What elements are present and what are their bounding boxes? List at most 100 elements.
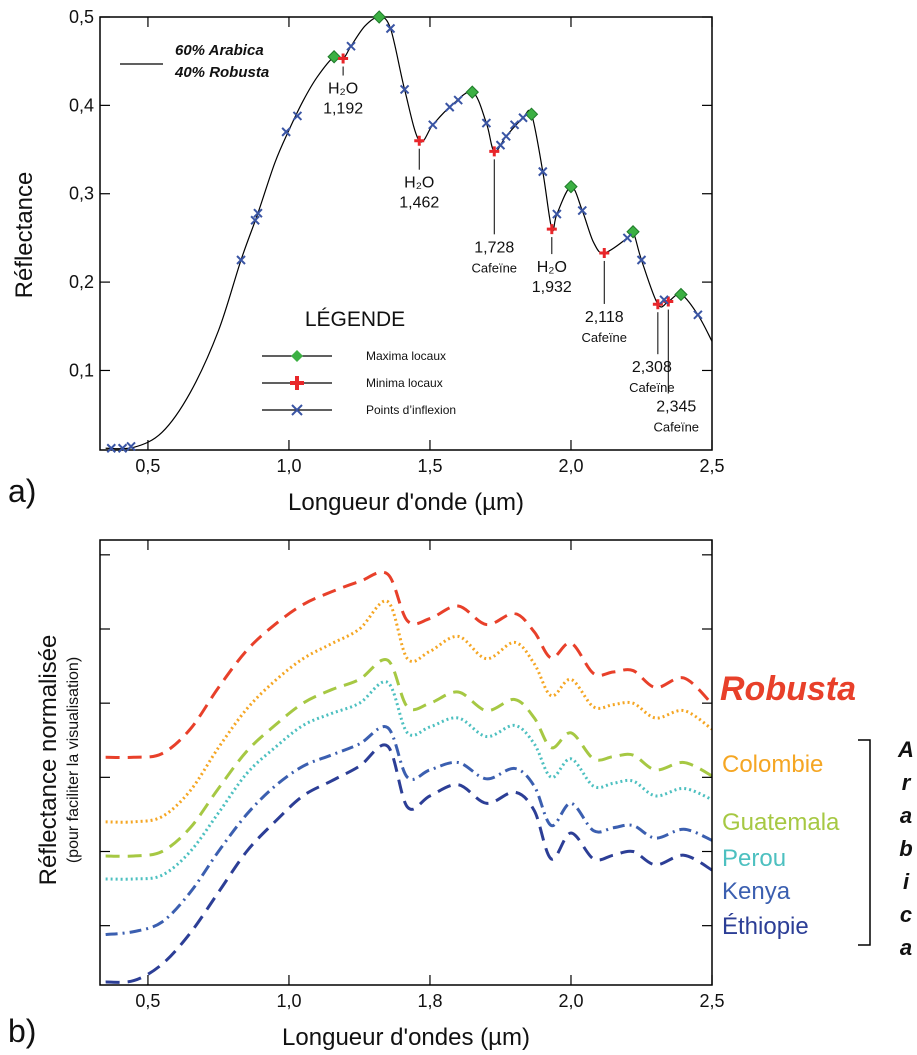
inflection-marker [236, 255, 246, 265]
group-letter: b [899, 836, 912, 861]
x-tick-label: 2,5 [699, 456, 724, 476]
minimum-marker [338, 53, 349, 64]
minimum-marker [546, 224, 557, 235]
annotation-text: 2,118 [585, 309, 624, 326]
x-tick-label: 1,0 [276, 991, 301, 1011]
annotation-text: 1,192 [323, 101, 363, 118]
x-tick-label: 1,5 [417, 456, 442, 476]
x-tick-label: 0,5 [135, 991, 160, 1011]
inflection-marker [501, 131, 511, 142]
inflection-marker [622, 233, 633, 243]
inflection-marker [481, 118, 492, 128]
inflection-marker [538, 166, 548, 177]
plot-frame [99, 16, 713, 451]
x-axis-title: Longueur d'onde (µm) [288, 489, 524, 516]
maximum-marker [465, 85, 479, 99]
annotation-text: H₂O [328, 81, 358, 98]
x-axis-title: Longueur d'ondes (µm) [282, 1024, 530, 1051]
series-line [105, 680, 712, 881]
legend-label: Maxima locaux [366, 349, 446, 363]
minimum-marker [652, 299, 663, 310]
annotation-text: Cafeïne [629, 380, 675, 395]
inflection-marker [495, 140, 506, 150]
group-letter: a [900, 803, 912, 828]
y-axis-title: Réflectance [11, 172, 38, 299]
series-line [105, 725, 712, 937]
inflection-marker [346, 41, 356, 51]
maximum-marker [372, 10, 386, 24]
legend-title: LÉGENDE [305, 308, 405, 331]
inflection-marker [253, 208, 263, 218]
series-line [105, 599, 712, 824]
maximum-marker [327, 50, 341, 64]
inflection-marker [399, 84, 410, 95]
annotation-text: 1,728 [474, 239, 514, 256]
group-letter: r [902, 770, 912, 795]
annotation-text: 1,462 [399, 195, 439, 212]
legend-marker [291, 350, 303, 362]
panel-label: b) [8, 1013, 36, 1049]
maximum-marker [626, 225, 640, 239]
group-letter: a [900, 935, 912, 960]
annotation-text: 2,345 [656, 399, 696, 416]
inflection-marker [577, 205, 587, 216]
series-line [105, 570, 712, 760]
y-tick-label: 0,4 [69, 95, 94, 115]
annotation-text: 1,932 [532, 279, 572, 296]
legend-label: Perou [722, 845, 786, 872]
x-tick-label: 1,8 [417, 991, 442, 1011]
inflection-marker [106, 443, 116, 453]
minimum-marker [599, 247, 610, 258]
y-tick-label: 0,2 [69, 272, 94, 292]
inflection-marker [385, 23, 396, 34]
maximum-marker [564, 179, 578, 194]
inflection-marker [250, 215, 260, 225]
inflection-marker [445, 102, 455, 112]
y-axis-title: (pour faciliter la visualisation) [65, 657, 82, 863]
legend-label: Minima locaux [366, 376, 443, 390]
annotation-text: H₂O [404, 175, 434, 192]
annotation-text: 2,308 [632, 359, 672, 376]
y-tick-label: 0,1 [69, 360, 94, 380]
annotation-text: Cafeïne [654, 420, 700, 435]
maximum-marker [674, 287, 688, 302]
inflection-marker [518, 113, 528, 123]
inflection-marker [117, 443, 128, 453]
legend-label: Guatemala [722, 809, 840, 836]
minimum-marker [489, 146, 500, 157]
group-letter: A [897, 737, 914, 762]
y-tick-label: 0,3 [69, 184, 94, 204]
curve-label: 40% Robusta [174, 64, 269, 81]
curve-label: 60% Arabica [175, 42, 264, 59]
inflection-marker [281, 127, 291, 137]
legend-label: Kenya [722, 878, 791, 905]
y-axis-title: Réflectance normalisée [35, 635, 62, 886]
minimum-marker [414, 135, 425, 146]
x-tick-label: 2,0 [558, 456, 583, 476]
inflection-marker [292, 111, 303, 121]
group-letter: c [900, 902, 912, 927]
annotation-text: Cafeïne [581, 330, 627, 345]
legend-label: Éthiopie [722, 913, 809, 940]
inflection-marker [428, 120, 438, 130]
inflection-marker [636, 255, 647, 265]
legend-label: Robusta [720, 670, 856, 708]
y-tick-label: 0,5 [69, 7, 94, 27]
inflection-marker [659, 295, 669, 305]
legend-label: Colombie [722, 751, 823, 778]
inflection-marker [509, 120, 520, 130]
group-bracket [858, 739, 871, 946]
inflection-marker [693, 310, 703, 320]
plot-area [105, 570, 712, 984]
x-tick-label: 0,5 [135, 456, 160, 476]
series-line [105, 657, 712, 858]
series-line [105, 743, 712, 984]
annotation-text: H₂O [537, 259, 567, 276]
inflection-marker [552, 209, 562, 219]
x-tick-label: 2,0 [558, 991, 583, 1011]
annotation-text: Cafeïne [472, 260, 518, 275]
inflection-marker [126, 441, 136, 452]
